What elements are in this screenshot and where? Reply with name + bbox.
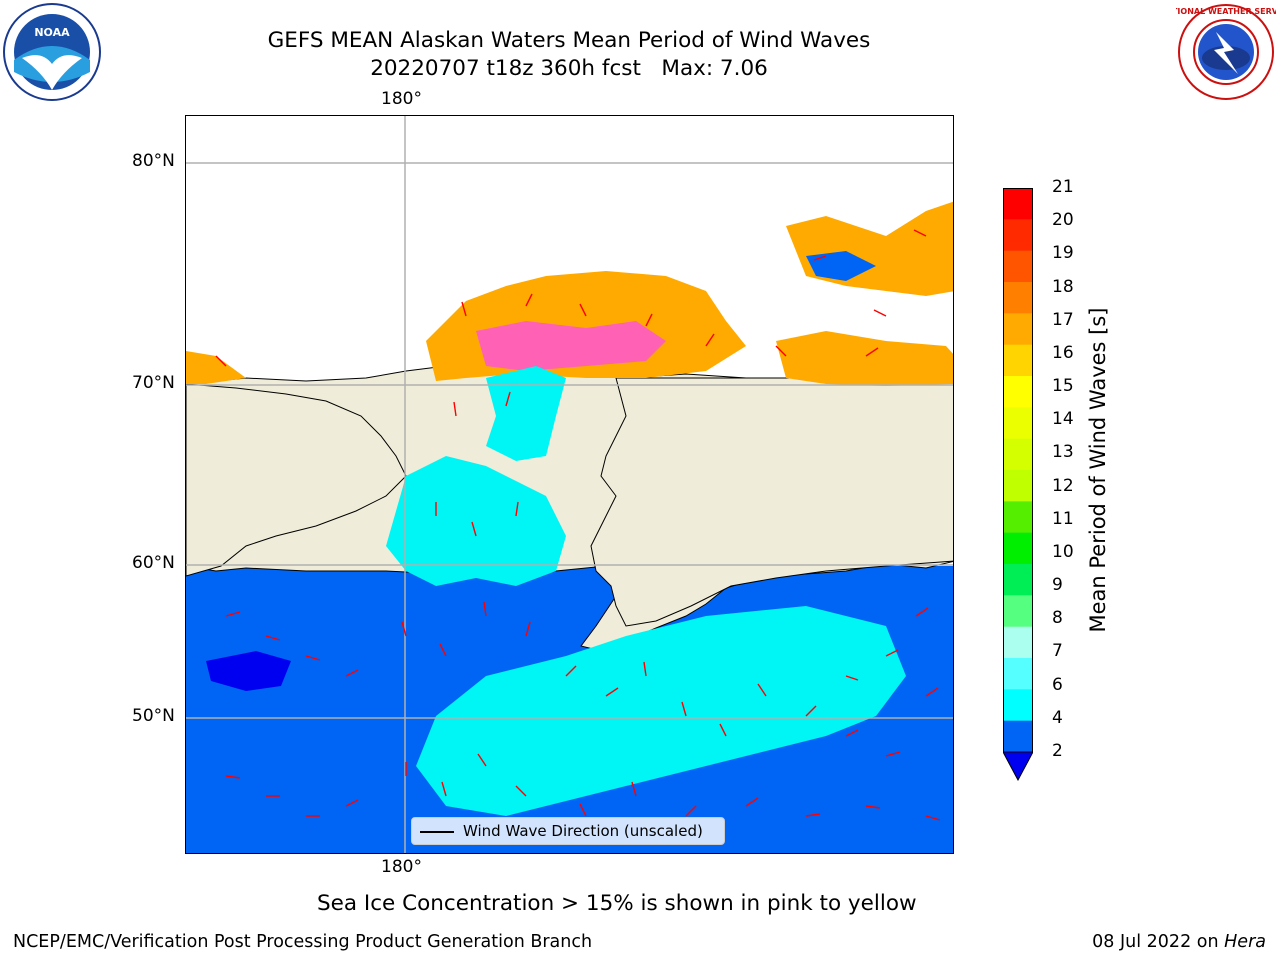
lat-label-50: 50°N <box>132 706 175 726</box>
title-line-1: GEFS MEAN Alaskan Waters Mean Period of … <box>267 28 871 53</box>
footer-date: 08 Jul 2022 on Hera <box>1092 932 1266 952</box>
colorbar-label: Mean Period of Wind Waves [s] <box>1086 307 1110 633</box>
title-line-2: 20220707 t18z 360h fcst Max: 7.06 <box>370 56 768 81</box>
nws-logo-icon: NATIONAL WEATHER SERVICE <box>1160 2 1280 102</box>
footer-date-text: 08 Jul 2022 on <box>1092 932 1219 952</box>
colorbar-cell <box>1003 720 1033 753</box>
legend-text: Wind Wave Direction (unscaled) <box>463 822 703 840</box>
footer-host: Hera <box>1224 932 1266 952</box>
colorbar-cell <box>1003 501 1033 534</box>
colorbar-cell <box>1003 250 1033 283</box>
colorbar <box>1002 188 1034 782</box>
colorbar-cell <box>1003 282 1033 314</box>
colorbar-cell <box>1003 376 1033 408</box>
colorbar-cell <box>1003 658 1033 690</box>
colorbar-tick-label: 15 <box>1052 376 1074 397</box>
colorbar-cell <box>1003 407 1033 440</box>
bottom-longitude-label: 180° <box>381 857 422 877</box>
colorbar-cell <box>1003 313 1033 346</box>
colorbar-cell <box>1003 689 1033 722</box>
colorbar-tick-label: 19 <box>1052 243 1074 264</box>
colorbar-tick-label: 2 <box>1052 741 1063 761</box>
colorbar-tick-label: 4 <box>1052 707 1063 728</box>
colorbar-tick-label: 14 <box>1052 409 1074 430</box>
wind-wave-arrows <box>215 229 941 821</box>
legend-line-sample <box>420 831 454 833</box>
colorbar-cell <box>1003 470 1033 502</box>
low-period-patch <box>206 651 291 691</box>
chukotka-land <box>186 383 407 577</box>
sea-ice-note: Sea Ice Concentration > 15% is shown in … <box>317 891 917 916</box>
colorbar-tick-label: 12 <box>1052 475 1074 496</box>
top-longitude-label: 180° <box>381 89 422 109</box>
svg-text:NOAA: NOAA <box>34 26 70 39</box>
noaa-logo-icon: NOAA <box>2 2 102 102</box>
lat-label-80: 80°N <box>132 151 175 171</box>
sea-ice-ne-blue <box>806 251 876 281</box>
map-svg <box>186 116 953 853</box>
colorbar-cell <box>1003 532 1033 565</box>
lat-label-70: 70°N <box>132 373 175 393</box>
colorbar-cell <box>1003 595 1033 628</box>
colorbar-cell <box>1003 564 1033 596</box>
colorbar-tick-label: 7 <box>1052 641 1063 662</box>
sea-ice-west <box>186 351 246 384</box>
map-legend: Wind Wave Direction (unscaled) <box>411 817 725 845</box>
map-panel <box>185 115 954 854</box>
chart-title: GEFS MEAN Alaskan Waters Mean Period of … <box>244 27 894 83</box>
sea-ice-pink <box>476 321 666 371</box>
colorbar-tick-label: 16 <box>1052 342 1074 363</box>
colorbar-tick-label: 10 <box>1052 541 1074 562</box>
colorbar-cell <box>1003 188 1033 220</box>
colorbar-cell <box>1003 626 1033 659</box>
colorbar-cell <box>1003 344 1033 377</box>
svg-text:NATIONAL WEATHER SERVICE: NATIONAL WEATHER SERVICE <box>1176 7 1276 16</box>
gulf-mid-region <box>416 606 906 816</box>
colorbar-cell <box>1003 438 1033 471</box>
footer-branch: NCEP/EMC/Verification Post Processing Pr… <box>13 932 593 952</box>
sea-ice-east <box>776 331 953 386</box>
bering-sea-mid <box>386 456 566 586</box>
colorbar-tick-label: 20 <box>1052 210 1074 231</box>
map-gridlines <box>186 116 953 853</box>
colorbar-tick-label: 17 <box>1052 309 1074 330</box>
colorbar-tick-label: 6 <box>1052 674 1063 695</box>
colorbar-cell <box>1003 219 1033 252</box>
colorbar-tick-label: 9 <box>1052 575 1063 596</box>
alaska-land <box>590 377 953 627</box>
colorbar-tick-label: 18 <box>1052 276 1074 297</box>
chukchi-sea-mid <box>486 366 566 461</box>
colorbar-tick-label: 21 <box>1052 177 1074 197</box>
colorbar-tick-label: 11 <box>1052 508 1074 529</box>
colorbar-extend-arrow <box>1002 751 1034 782</box>
colorbar-tick-label: 13 <box>1052 442 1074 463</box>
colorbar-tick-label: 8 <box>1052 608 1063 629</box>
lat-label-60: 60°N <box>132 553 175 573</box>
